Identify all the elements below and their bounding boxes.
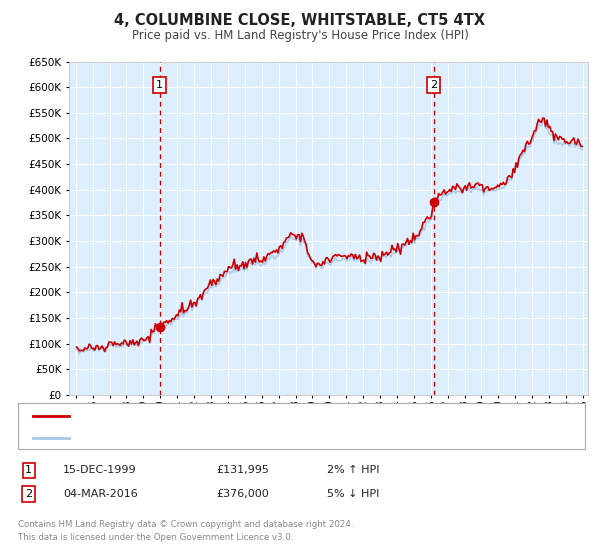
Text: 2: 2 bbox=[25, 489, 32, 499]
Text: 5% ↓ HPI: 5% ↓ HPI bbox=[327, 489, 379, 499]
Text: 04-MAR-2016: 04-MAR-2016 bbox=[63, 489, 138, 499]
Text: 4, COLUMBINE CLOSE, WHITSTABLE, CT5 4TX: 4, COLUMBINE CLOSE, WHITSTABLE, CT5 4TX bbox=[115, 13, 485, 28]
Text: This data is licensed under the Open Government Licence v3.0.: This data is licensed under the Open Gov… bbox=[18, 533, 293, 542]
Text: 1: 1 bbox=[156, 80, 163, 90]
Text: 2% ↑ HPI: 2% ↑ HPI bbox=[327, 465, 380, 475]
Text: Contains HM Land Registry data © Crown copyright and database right 2024.: Contains HM Land Registry data © Crown c… bbox=[18, 520, 353, 529]
Text: Price paid vs. HM Land Registry's House Price Index (HPI): Price paid vs. HM Land Registry's House … bbox=[131, 29, 469, 42]
Text: 1: 1 bbox=[25, 465, 32, 475]
Text: 15-DEC-1999: 15-DEC-1999 bbox=[63, 465, 137, 475]
Text: £376,000: £376,000 bbox=[216, 489, 269, 499]
Text: 4, COLUMBINE CLOSE, WHITSTABLE, CT5 4TX (detached house): 4, COLUMBINE CLOSE, WHITSTABLE, CT5 4TX … bbox=[75, 411, 422, 421]
Text: £131,995: £131,995 bbox=[216, 465, 269, 475]
Text: HPI: Average price, detached house, Canterbury: HPI: Average price, detached house, Cant… bbox=[75, 433, 339, 442]
Text: 2: 2 bbox=[430, 80, 437, 90]
